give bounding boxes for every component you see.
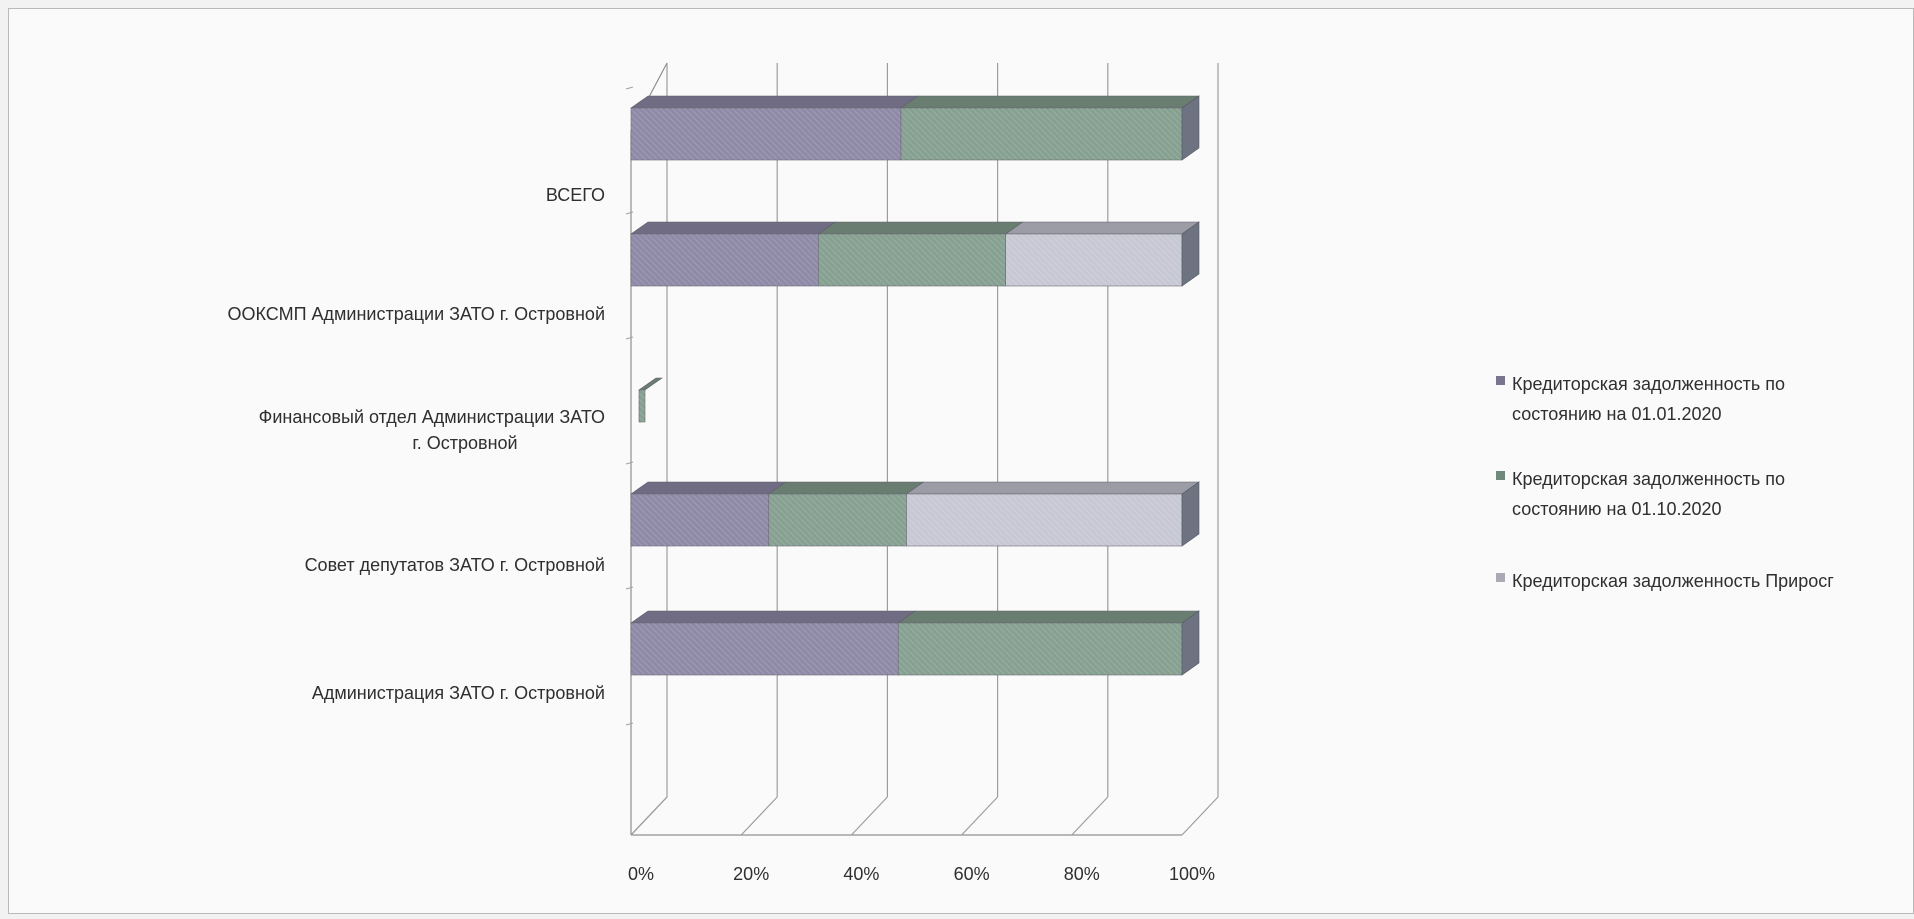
bar-texture-4-1 (900, 108, 1182, 160)
legend: Кредиторская задолженность по состоянию н… (1496, 374, 1834, 591)
category-label-4: ВСЕГО (546, 185, 605, 205)
chart-back-walls (625, 62, 1219, 836)
bar-top-1-0 (630, 481, 787, 495)
floor-gridline-1 (740, 796, 778, 836)
category-tick-5 (625, 86, 634, 90)
legend-label-line-1-0: Кредиторская задолженность по (1512, 469, 1785, 489)
x-tick-label-5: 100% (1169, 864, 1215, 884)
bar-texture-0-1 (898, 623, 1182, 675)
bar-segment-2-1 (638, 377, 663, 423)
bar-top-3-0 (630, 221, 837, 235)
bar-top-3-1 (817, 221, 1024, 235)
legend-label-2: Кредиторская задолженность Приросг (1512, 571, 1834, 591)
bar-top-1-2 (905, 481, 1200, 495)
category-label-1: Совет депутатов ЗАТО г. Островной (305, 555, 605, 575)
bar-top-0-1 (897, 610, 1200, 624)
legend-label-0: Кредиторская задолженность по состоянию н… (1512, 374, 1785, 424)
bar-texture-1-2 (906, 494, 1182, 546)
category-label-3: ООКСМП Администрации ЗАТО г. Островной (228, 304, 606, 324)
bar-segment-3-2 (1004, 221, 1200, 287)
bar-top-4-0 (630, 95, 919, 109)
bar-segment-1-0 (630, 481, 787, 547)
bar-texture-0-0 (631, 623, 899, 675)
x-tick-label-2: 40% (843, 864, 879, 884)
bar-top-2-1 (638, 377, 663, 391)
category-label-0: Администрация ЗАТО г. Островной (312, 683, 605, 703)
bar-segment-1-2 (905, 481, 1200, 547)
floor-gridline-3 (961, 796, 999, 836)
bar-side-3 (1181, 221, 1200, 287)
category-tick-1 (625, 586, 634, 590)
chart-frame: Администрация ЗАТО г. Островной Совет деп… (8, 8, 1914, 914)
bar-top-4-1 (900, 95, 1200, 109)
bar-top-1-1 (767, 481, 925, 495)
category-label-2: Финансовый отдел Администрации ЗАТО г. Ос… (259, 407, 605, 453)
category-tick-4 (625, 211, 634, 215)
bar-texture-1-0 (631, 494, 769, 546)
legend-label-line-0-0: Кредиторская задолженность по (1512, 374, 1785, 394)
bar-texture-1-1 (768, 494, 907, 546)
bar-texture-3-1 (818, 234, 1006, 286)
category-tick-2 (625, 461, 634, 465)
category-label-line-4-0: ВСЕГО (546, 185, 605, 205)
floor-gridline-5 (1181, 796, 1219, 836)
bar-top-0-0 (630, 610, 917, 624)
floor-gridline-2 (850, 796, 888, 836)
category-label-line-1-0: Совет депутатов ЗАТО г. Островной (305, 555, 605, 575)
bar-segment-4-0 (630, 95, 919, 161)
x-tick-label-0: 0% (628, 864, 654, 884)
legend-label-line-2-0: Кредиторская задолженность Приросг (1512, 571, 1834, 591)
bar-side-1 (1181, 481, 1200, 547)
bar-texture-2-1 (639, 390, 645, 422)
category-label-line-0-0: Администрация ЗАТО г. Островной (312, 683, 605, 703)
bar-side-0 (1181, 610, 1200, 676)
category-tick-0 (625, 722, 634, 726)
bar-texture-3-0 (631, 234, 819, 286)
bar-segment-1-1 (767, 481, 925, 547)
category-labels: Администрация ЗАТО г. Островной Совет деп… (228, 185, 606, 703)
x-tick-label-4: 80% (1064, 864, 1100, 884)
x-tick-label-1: 20% (733, 864, 769, 884)
category-tick-3 (625, 336, 634, 340)
legend-swatch-2 (1496, 573, 1505, 582)
category-label-line-2-1: г. Островной (412, 433, 517, 453)
bar-segment-0-0 (630, 610, 917, 676)
category-label-line-2-0: Финансовый отдел Администрации ЗАТО (259, 407, 605, 427)
bar-texture-4-0 (631, 108, 901, 160)
legend-swatch-1 (1496, 471, 1505, 480)
x-tick-label-3: 60% (954, 864, 990, 884)
bar-segment-3-1 (817, 221, 1024, 287)
legend-label-1: Кредиторская задолженность по состоянию н… (1512, 469, 1785, 519)
legend-label-line-0-1: состоянию на 01.01.2020 (1512, 404, 1722, 424)
floor-gridline-0 (630, 796, 668, 836)
bar-segment-4-1 (900, 95, 1200, 161)
category-label-line-3-0: ООКСМП Администрации ЗАТО г. Островной (228, 304, 606, 324)
bar-top-3-2 (1004, 221, 1200, 235)
x-tick-labels: 0% 20% 40% 60% 80% 100% (628, 864, 1215, 884)
bar-segment-3-0 (630, 221, 837, 287)
chart-svg: Администрация ЗАТО г. Островной Совет деп… (228, 62, 1834, 884)
floor-gridline-4 (1071, 796, 1109, 836)
legend-label-line-1-1: состоянию на 01.10.2020 (1512, 499, 1722, 519)
bar-texture-3-2 (1005, 234, 1182, 286)
chart-bars (630, 95, 1200, 676)
bar-side-4 (1181, 95, 1200, 161)
legend-swatch-0 (1496, 376, 1505, 385)
bar-segment-0-1 (897, 610, 1200, 676)
